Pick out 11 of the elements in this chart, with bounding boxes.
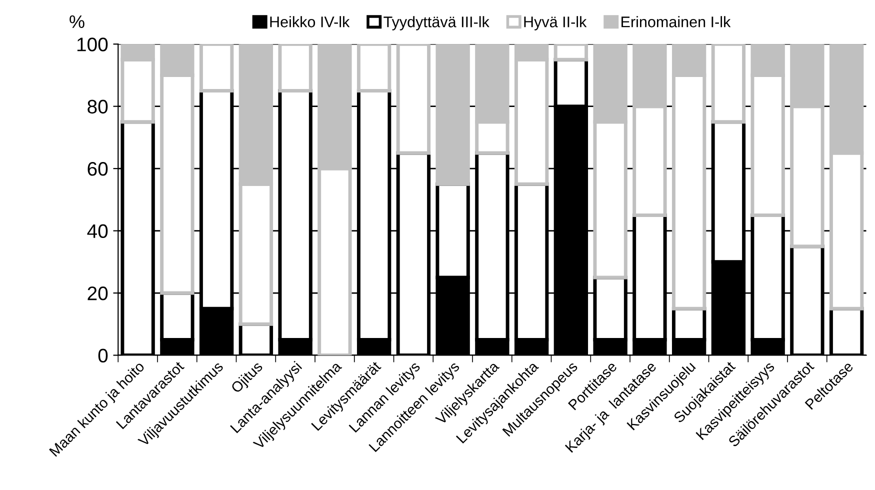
y-tick-label: 100	[77, 38, 108, 52]
legend-label: Hyvä II-lk	[524, 16, 587, 30]
y-tick-label: 80	[88, 100, 108, 114]
y-axis-title: %	[70, 15, 84, 28]
legend-label: Tyydyttävä III-lk	[384, 16, 490, 30]
y-tick-label: 0	[98, 348, 108, 362]
legend-label: Heikko IV-lk	[270, 16, 350, 28]
y-tick-label: 20	[88, 286, 108, 300]
y-tick-label: 40	[87, 224, 108, 238]
y-tick-label: 60	[88, 162, 108, 176]
legend-label: Erinomainen I-lk	[622, 16, 731, 28]
